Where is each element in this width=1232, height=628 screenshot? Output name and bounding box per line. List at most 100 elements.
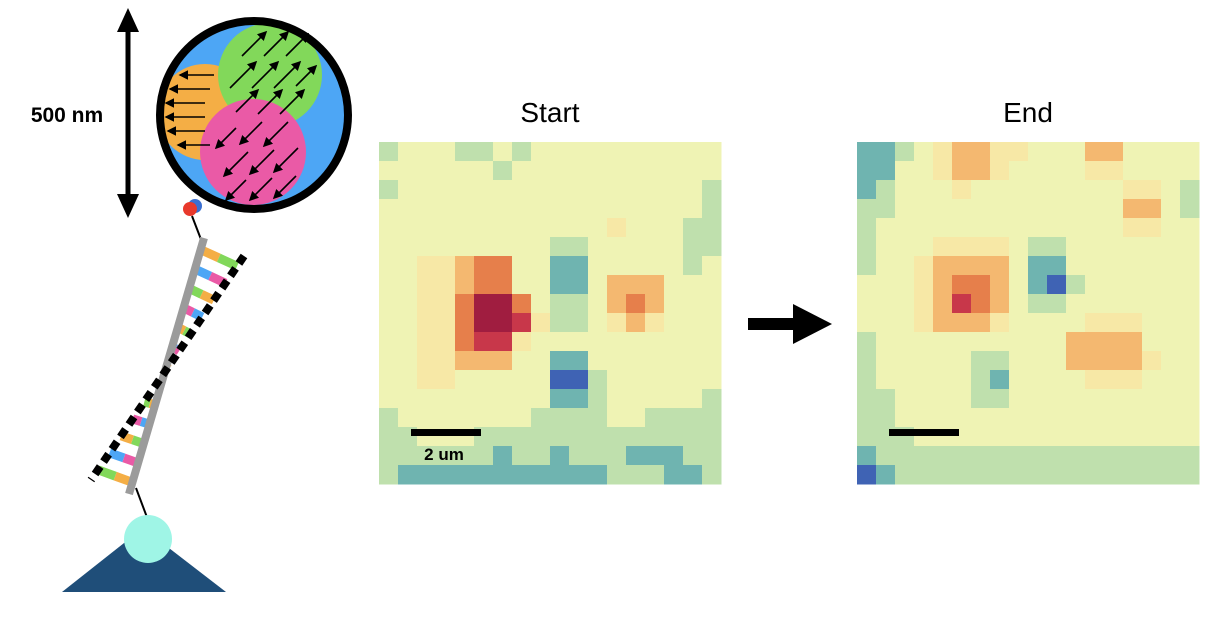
- end-pixel-12-5: [952, 370, 972, 390]
- end-pixel-5-8: [1009, 237, 1029, 257]
- end-pixel-5-4: [933, 237, 953, 257]
- start-pixel-1-14: [645, 161, 665, 181]
- end-pixel-6-15: [1142, 256, 1162, 276]
- end-pixel-7-12: [1085, 275, 1105, 295]
- start-pixel-8-12: [607, 294, 627, 314]
- end-pixel-6-14: [1123, 256, 1143, 276]
- end-pixel-12-4: [933, 370, 953, 390]
- end-pixel-3-3: [914, 199, 934, 219]
- start-pixel-4-11: [588, 218, 608, 238]
- end-pixel-2-2: [895, 180, 915, 200]
- start-pixel-7-12: [607, 275, 627, 295]
- start-pixel-3-13: [626, 199, 646, 219]
- start-pixel-14-9: [550, 408, 570, 428]
- start-pixel-6-10: [569, 256, 589, 276]
- end-pixel-0-1: [876, 142, 896, 162]
- start-pixel-6-4: [455, 256, 475, 276]
- start-pixel-1-16: [683, 161, 703, 181]
- start-pixel-4-7: [512, 218, 532, 238]
- end-pixel-15-9: [1028, 427, 1048, 447]
- start-pixel-13-17: [702, 389, 722, 409]
- end-pixel-8-1: [876, 294, 896, 314]
- end-pixel-15-12: [1085, 427, 1105, 447]
- start-pixel-1-9: [550, 161, 570, 181]
- end-pixel-14-0: [857, 408, 877, 428]
- end-pixel-9-14: [1123, 313, 1143, 333]
- start-pixel-10-7: [512, 332, 532, 352]
- start-pixel-17-1: [398, 465, 418, 485]
- end-pixel-6-3: [914, 256, 934, 276]
- end-pixel-7-14: [1123, 275, 1143, 295]
- end-pixel-5-14: [1123, 237, 1143, 257]
- start-pixel-1-0: [379, 161, 399, 181]
- start-pixel-4-3: [436, 218, 456, 238]
- start-pixel-13-11: [588, 389, 608, 409]
- start-pixel-15-17: [702, 427, 722, 447]
- start-pixel-1-6: [493, 161, 513, 181]
- end-pixel-11-3: [914, 351, 934, 371]
- start-pixel-10-5: [474, 332, 494, 352]
- start-pixel-14-1: [398, 408, 418, 428]
- end-pixel-3-13: [1104, 199, 1124, 219]
- end-pixel-15-16: [1161, 427, 1181, 447]
- end-pixel-14-8: [1009, 408, 1029, 428]
- end-pixel-16-0: [857, 446, 877, 466]
- end-pixel-16-2: [895, 446, 915, 466]
- start-pixel-10-15: [664, 332, 684, 352]
- start-pixel-17-5: [474, 465, 494, 485]
- start-pixel-12-11: [588, 370, 608, 390]
- start-pixel-1-17: [702, 161, 722, 181]
- end-pixel-7-15: [1142, 275, 1162, 295]
- end-pixel-8-10: [1047, 294, 1067, 314]
- start-pixel-12-15: [664, 370, 684, 390]
- end-pixel-5-5: [952, 237, 972, 257]
- end-pixel-4-8: [1009, 218, 1029, 238]
- start-pixel-7-10: [569, 275, 589, 295]
- start-pixel-17-4: [455, 465, 475, 485]
- end-pixel-11-13: [1104, 351, 1124, 371]
- start-pixel-10-11: [588, 332, 608, 352]
- end-pixel-1-10: [1047, 161, 1067, 181]
- end-pixel-7-3: [914, 275, 934, 295]
- end-pixel-9-10: [1047, 313, 1067, 333]
- end-pixel-17-5: [952, 465, 972, 485]
- end-pixel-4-7: [990, 218, 1010, 238]
- start-pixel-12-5: [474, 370, 494, 390]
- end-pixel-5-1: [876, 237, 896, 257]
- start-pixel-8-10: [569, 294, 589, 314]
- end-pixel-4-4: [933, 218, 953, 238]
- end-pixel-1-8: [1009, 161, 1029, 181]
- start-pixel-9-13: [626, 313, 646, 333]
- end-pixel-15-6: [971, 427, 991, 447]
- start-pixel-5-2: [417, 237, 437, 257]
- start-pixel-2-10: [569, 180, 589, 200]
- end-pixel-9-9: [1028, 313, 1048, 333]
- end-pixel-7-10: [1047, 275, 1067, 295]
- start-pixel-13-9: [550, 389, 570, 409]
- end-pixel-4-6: [971, 218, 991, 238]
- start-pixel-6-12: [607, 256, 627, 276]
- end-pixel-5-17: [1180, 237, 1200, 257]
- start-pixel-16-10: [569, 446, 589, 466]
- end-pixel-12-16: [1161, 370, 1181, 390]
- end-pixel-10-2: [895, 332, 915, 352]
- end-pixel-1-6: [971, 161, 991, 181]
- end-pixel-11-7: [990, 351, 1010, 371]
- start-pixel-10-9: [550, 332, 570, 352]
- start-pixel-17-7: [512, 465, 532, 485]
- start-pixel-10-12: [607, 332, 627, 352]
- end-pixel-9-1: [876, 313, 896, 333]
- end-pixel-11-0: [857, 351, 877, 371]
- start-pixel-17-13: [626, 465, 646, 485]
- end-pixel-6-2: [895, 256, 915, 276]
- end-pixel-16-13: [1104, 446, 1124, 466]
- start-pixel-8-6: [493, 294, 513, 314]
- end-pixel-1-1: [876, 161, 896, 181]
- end-pixel-4-14: [1123, 218, 1143, 238]
- end-pixel-17-8: [1009, 465, 1029, 485]
- end-pixel-10-8: [1009, 332, 1029, 352]
- start-pixel-2-12: [607, 180, 627, 200]
- start-pixel-0-11: [588, 142, 608, 162]
- start-pixel-13-0: [379, 389, 399, 409]
- end-pixel-7-5: [952, 275, 972, 295]
